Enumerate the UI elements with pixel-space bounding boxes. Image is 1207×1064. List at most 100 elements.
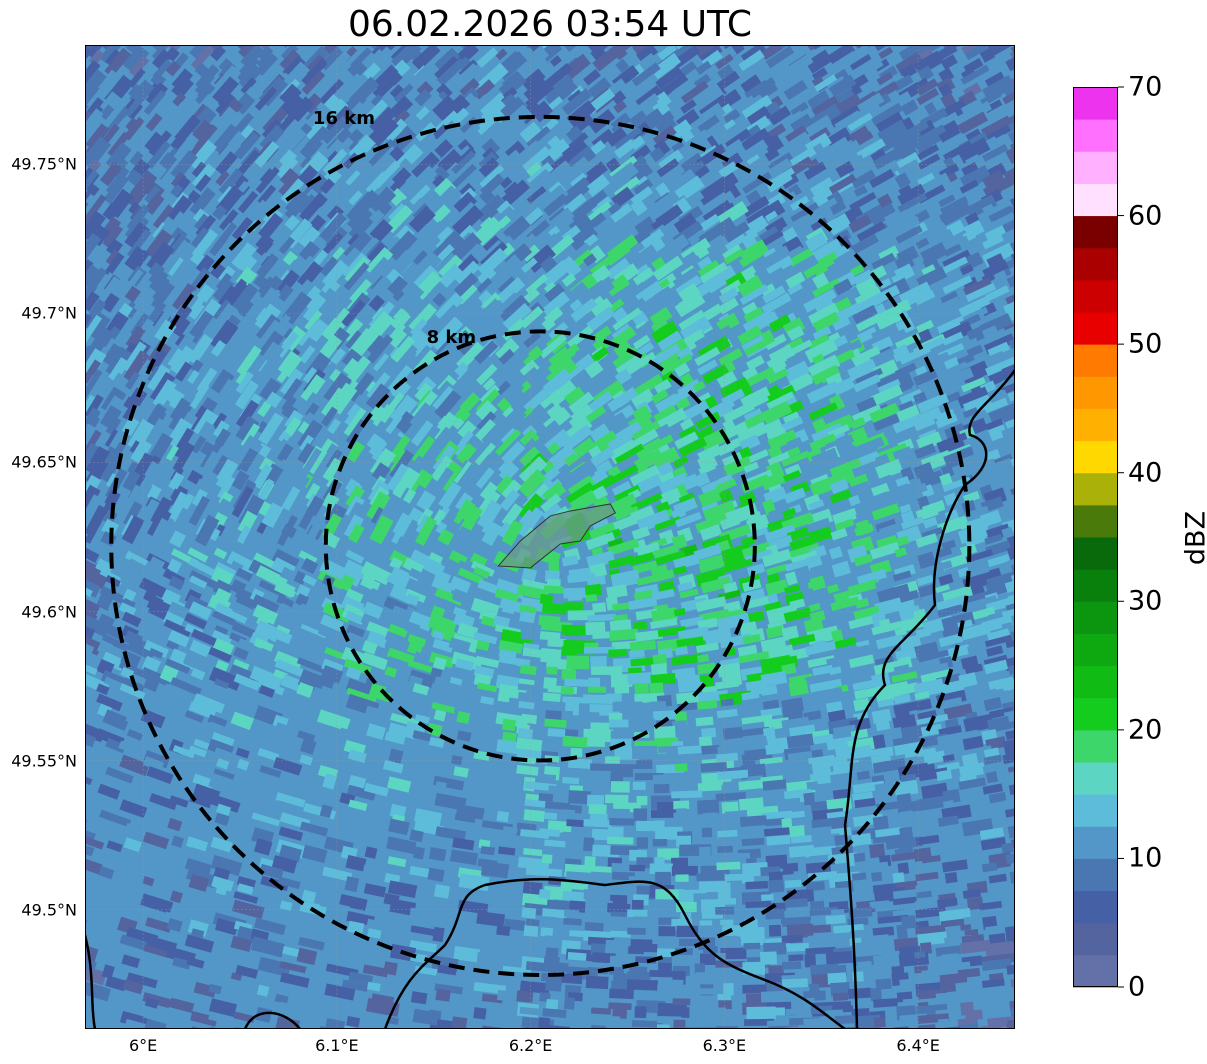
colorbar-segment bbox=[1073, 151, 1118, 184]
reflectivity-cell bbox=[922, 222, 951, 246]
reflectivity-cell bbox=[717, 64, 735, 81]
reflectivity-cell bbox=[629, 649, 645, 658]
reflectivity-cell bbox=[1007, 64, 1015, 79]
reflectivity-cell bbox=[503, 215, 531, 243]
reflectivity-cell bbox=[605, 127, 628, 147]
latitude-tick-label: 49.5°N bbox=[21, 900, 77, 920]
reflectivity-cell bbox=[588, 803, 607, 815]
reflectivity-cell bbox=[85, 108, 104, 132]
reflectivity-cell bbox=[475, 108, 507, 139]
reflectivity-cell bbox=[630, 186, 654, 206]
reflectivity-cell bbox=[649, 970, 673, 978]
reflectivity-cell bbox=[567, 591, 583, 601]
reflectivity-cell bbox=[452, 201, 476, 225]
reflectivity-cell bbox=[871, 252, 896, 271]
reflectivity-cell bbox=[564, 997, 575, 1010]
reflectivity-cell bbox=[761, 267, 785, 284]
reflectivity-cell bbox=[436, 83, 453, 100]
reflectivity-cell bbox=[761, 894, 774, 901]
reflectivity-cell bbox=[104, 252, 125, 277]
reflectivity-cell bbox=[540, 259, 571, 288]
reflectivity-cell bbox=[124, 221, 150, 250]
colorbar-segment bbox=[1073, 890, 1118, 924]
reflectivity-cell bbox=[412, 197, 430, 216]
reflectivity-cell bbox=[896, 924, 908, 940]
reflectivity-cell bbox=[566, 819, 585, 828]
reflectivity-cell bbox=[539, 255, 558, 274]
reflectivity-cell bbox=[936, 45, 958, 61]
reflectivity-cell bbox=[921, 264, 937, 277]
reflectivity-cell bbox=[592, 45, 622, 72]
reflectivity-cell bbox=[959, 263, 974, 276]
reflectivity-cell bbox=[633, 916, 657, 927]
reflectivity-cell bbox=[913, 951, 926, 959]
reflectivity-cell bbox=[215, 93, 237, 116]
reflectivity-cell bbox=[786, 131, 813, 155]
reflectivity-cell bbox=[365, 99, 389, 122]
reflectivity-cell bbox=[567, 952, 587, 961]
reflectivity-cell bbox=[607, 230, 628, 249]
reflectivity-cell bbox=[677, 817, 693, 826]
reflectivity-cell bbox=[324, 187, 352, 217]
reflectivity-cell bbox=[938, 194, 956, 208]
reflectivity-cell bbox=[539, 61, 557, 79]
reflectivity-cell bbox=[589, 776, 609, 785]
reflectivity-cell bbox=[562, 776, 580, 785]
reflectivity-cell bbox=[568, 224, 598, 252]
reflectivity-cell bbox=[347, 59, 368, 80]
reflectivity-cell bbox=[698, 846, 711, 859]
reflectivity-cell bbox=[652, 255, 684, 282]
reflectivity-cell bbox=[451, 205, 484, 237]
reflectivity-cell bbox=[785, 125, 809, 146]
colorbar-segment bbox=[1073, 376, 1118, 409]
reflectivity-cell bbox=[633, 73, 659, 96]
reflectivity-cell bbox=[742, 235, 759, 251]
reflectivity-cell bbox=[658, 926, 676, 937]
reflectivity-cell bbox=[790, 101, 809, 117]
reflectivity-cell bbox=[526, 244, 557, 273]
reflectivity-cell bbox=[982, 233, 1004, 250]
reflectivity-cell bbox=[695, 836, 715, 845]
reflectivity-cell bbox=[85, 110, 96, 129]
reflectivity-cell bbox=[431, 204, 451, 224]
reflectivity-cell bbox=[627, 971, 651, 981]
radar-map[interactable] bbox=[85, 45, 1015, 1029]
reflectivity-cell bbox=[369, 106, 397, 135]
reflectivity-cell bbox=[562, 736, 589, 748]
reflectivity-cell bbox=[539, 594, 554, 605]
reflectivity-cell bbox=[455, 62, 481, 88]
reflectivity-cell bbox=[231, 216, 253, 241]
reflectivity-cell bbox=[170, 150, 198, 181]
reflectivity-cell bbox=[240, 45, 265, 69]
reflectivity-cell bbox=[915, 237, 930, 250]
reflectivity-cell bbox=[723, 108, 741, 125]
reflectivity-cell bbox=[190, 45, 215, 70]
reflectivity-cell bbox=[194, 174, 212, 192]
reflectivity-cell bbox=[825, 951, 853, 965]
reflectivity-cell bbox=[944, 871, 958, 884]
reflectivity-cell bbox=[743, 45, 761, 55]
reflectivity-cell bbox=[411, 118, 430, 137]
colorbar-segment bbox=[1073, 344, 1118, 377]
reflectivity-cell bbox=[85, 232, 102, 261]
reflectivity-cell bbox=[519, 121, 543, 144]
reflectivity-cell bbox=[504, 159, 521, 176]
reflectivity-cell bbox=[741, 94, 773, 120]
reflectivity-cell bbox=[392, 109, 411, 127]
reflectivity-cell bbox=[768, 105, 792, 126]
reflectivity-cell bbox=[891, 209, 913, 228]
reflectivity-cell bbox=[872, 815, 889, 831]
reflectivity-cell bbox=[651, 256, 667, 272]
reflectivity-cell bbox=[633, 808, 648, 822]
reflectivity-cell bbox=[412, 203, 430, 220]
reflectivity-cell bbox=[254, 86, 278, 111]
reflectivity-cell bbox=[782, 53, 814, 79]
reflectivity-cell bbox=[561, 646, 578, 657]
reflectivity-cell bbox=[811, 67, 828, 82]
reflectivity-cell bbox=[282, 61, 310, 90]
reflectivity-cell bbox=[981, 225, 1006, 243]
reflectivity-cell bbox=[297, 193, 318, 216]
reflectivity-cell bbox=[210, 262, 226, 279]
reflectivity-cell bbox=[410, 165, 438, 193]
reflectivity-cell bbox=[1002, 84, 1015, 105]
